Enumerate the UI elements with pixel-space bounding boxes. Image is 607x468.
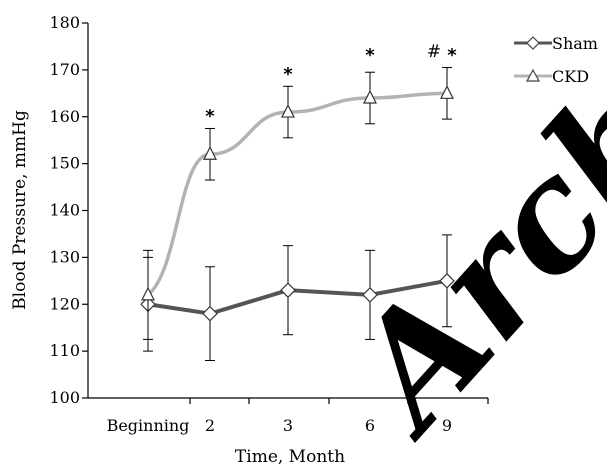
x-axis-title: Time, Month bbox=[235, 447, 345, 467]
y-tick-label: 150 bbox=[49, 154, 80, 173]
data-point-sham bbox=[202, 305, 218, 322]
data-point-ckd bbox=[141, 286, 155, 301]
significance-mark: # bbox=[427, 42, 441, 62]
significance-annotations: * * * # * bbox=[205, 42, 457, 127]
significance-mark: * bbox=[365, 45, 375, 66]
legend-label-sham: Sham bbox=[552, 34, 598, 53]
significance-mark: * bbox=[205, 106, 215, 127]
y-tick-label: 120 bbox=[49, 294, 80, 313]
x-tick-label: 3 bbox=[283, 416, 293, 435]
data-point-ckd bbox=[363, 89, 377, 104]
y-tick-label: 140 bbox=[49, 201, 80, 220]
series-layer bbox=[140, 67, 455, 361]
y-tick-label: 130 bbox=[49, 247, 80, 266]
legend-marker-ckd bbox=[525, 68, 541, 82]
y-axis-title: Blood Pressure, mmHg bbox=[10, 110, 30, 310]
x-tick-label: 9 bbox=[442, 416, 452, 435]
x-tick-label: 2 bbox=[205, 416, 215, 435]
data-point-sham bbox=[439, 272, 455, 289]
x-tick-label: Beginning bbox=[107, 416, 190, 435]
legend-marker-sham bbox=[526, 36, 540, 50]
data-point-ckd bbox=[281, 103, 295, 118]
significance-mark: * bbox=[283, 64, 293, 85]
tick-marks: 100 110 120 130 140 150 160 170 180 Beginning 2 3 6 9 bbox=[49, 13, 489, 435]
y-tick-label: 170 bbox=[49, 60, 80, 79]
legend-label-ckd: CKD bbox=[552, 67, 589, 86]
data-point-ckd bbox=[203, 145, 217, 160]
y-tick-label: 110 bbox=[49, 341, 80, 360]
x-tick-label: 6 bbox=[365, 416, 375, 435]
y-tick-label: 160 bbox=[49, 107, 80, 126]
legend: Sham CKD bbox=[514, 34, 598, 86]
y-tick-label: 180 bbox=[49, 13, 80, 32]
data-point-ckd bbox=[440, 84, 454, 99]
y-tick-label: 100 bbox=[49, 388, 80, 407]
series-line-ckd bbox=[146, 91, 448, 297]
data-point-sham bbox=[362, 287, 378, 303]
significance-mark: * bbox=[447, 45, 457, 66]
series-ckd bbox=[141, 67, 454, 340]
data-point-sham bbox=[280, 282, 296, 299]
